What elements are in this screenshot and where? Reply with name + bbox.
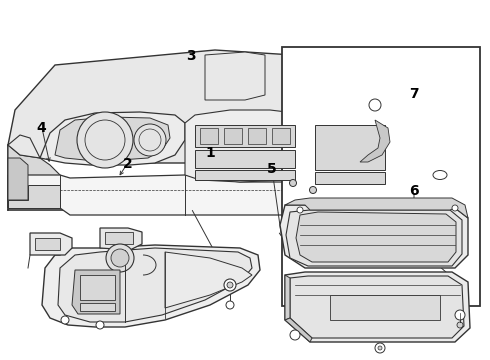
Bar <box>282 47 480 306</box>
Polygon shape <box>296 212 456 262</box>
Text: 7: 7 <box>409 87 419 100</box>
Circle shape <box>224 279 236 291</box>
Polygon shape <box>42 245 260 327</box>
Text: 3: 3 <box>186 49 196 63</box>
Bar <box>315 125 385 170</box>
Circle shape <box>457 322 463 328</box>
Text: 4: 4 <box>37 121 47 135</box>
Bar <box>195 125 295 147</box>
Bar <box>224 128 242 144</box>
Polygon shape <box>72 270 120 314</box>
Polygon shape <box>285 318 312 342</box>
Circle shape <box>455 310 465 320</box>
Polygon shape <box>360 120 390 162</box>
Text: 1: 1 <box>206 146 216 160</box>
Circle shape <box>369 99 381 111</box>
Text: 5: 5 <box>267 162 277 176</box>
Circle shape <box>96 321 104 329</box>
Bar <box>105 232 133 244</box>
Polygon shape <box>340 110 400 172</box>
Circle shape <box>106 244 134 272</box>
Circle shape <box>61 316 69 324</box>
Bar <box>200 128 218 144</box>
Circle shape <box>310 186 317 194</box>
Bar <box>272 128 290 144</box>
Circle shape <box>111 249 129 267</box>
Circle shape <box>134 124 166 156</box>
Circle shape <box>226 301 234 309</box>
Polygon shape <box>280 205 468 268</box>
Polygon shape <box>286 210 462 266</box>
Polygon shape <box>30 233 72 255</box>
Circle shape <box>378 346 382 350</box>
Polygon shape <box>185 110 305 182</box>
Polygon shape <box>285 198 468 218</box>
Text: 2: 2 <box>122 157 132 171</box>
Circle shape <box>452 205 458 211</box>
Polygon shape <box>40 112 185 165</box>
Circle shape <box>227 282 233 288</box>
Bar <box>315 172 385 184</box>
Polygon shape <box>285 272 470 342</box>
Polygon shape <box>165 252 252 308</box>
Polygon shape <box>290 276 464 338</box>
Circle shape <box>77 112 133 168</box>
Polygon shape <box>305 110 395 185</box>
Ellipse shape <box>433 171 447 180</box>
Circle shape <box>290 330 300 340</box>
Polygon shape <box>58 248 252 322</box>
Polygon shape <box>55 117 170 160</box>
Bar <box>80 275 115 300</box>
Circle shape <box>297 207 303 213</box>
Bar <box>330 295 440 320</box>
Bar <box>35 238 60 250</box>
Polygon shape <box>8 145 60 208</box>
Polygon shape <box>205 52 265 100</box>
Bar <box>195 170 295 180</box>
Polygon shape <box>8 135 40 158</box>
Bar <box>195 150 295 168</box>
Polygon shape <box>285 275 290 320</box>
Circle shape <box>290 180 296 186</box>
Polygon shape <box>8 185 60 208</box>
Polygon shape <box>8 158 28 200</box>
Polygon shape <box>100 228 142 250</box>
Bar <box>80 303 115 311</box>
Circle shape <box>375 343 385 353</box>
Polygon shape <box>390 115 408 165</box>
Bar <box>248 128 266 144</box>
Polygon shape <box>8 50 400 163</box>
Text: 6: 6 <box>409 184 419 198</box>
Polygon shape <box>8 175 395 215</box>
